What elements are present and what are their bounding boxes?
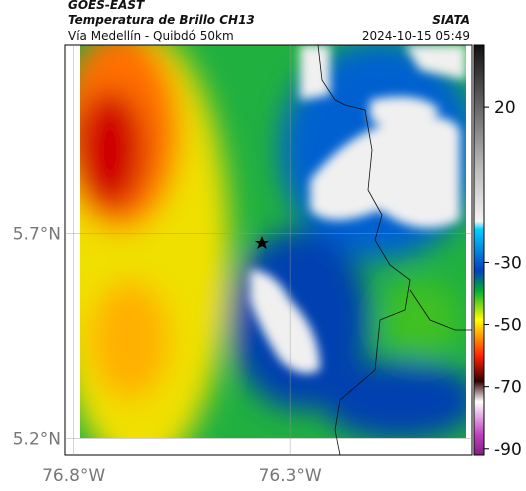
y-tick-label: 5.7°N	[13, 225, 61, 245]
region: Vía Medellín - Quibdó 50km	[68, 29, 234, 43]
border	[409, 289, 472, 331]
colorbar-tick-label: -70	[494, 378, 522, 398]
location-marker	[255, 236, 269, 249]
x-tick-label: 76.8°W	[42, 466, 105, 486]
colorbar-tick-label: 20	[494, 98, 516, 118]
border	[317, 44, 411, 456]
brightness-image	[80, 45, 466, 438]
source: SIATA	[432, 13, 470, 27]
colorbar	[473, 44, 485, 456]
y-tick-label: 5.2°N	[13, 430, 61, 450]
map-frame	[64, 44, 473, 456]
satellite: GOES-EAST	[68, 0, 145, 12]
datetime: 2024-10-15 05:49	[362, 29, 470, 43]
colorbar-tick-label: -50	[494, 316, 522, 336]
x-tick-label: 76.3°W	[259, 466, 322, 486]
product: Temperatura de Brillo CH13	[68, 13, 255, 27]
colorbar-tick-label: -30	[494, 253, 522, 273]
colorbar-tick-label: -90	[494, 440, 522, 460]
